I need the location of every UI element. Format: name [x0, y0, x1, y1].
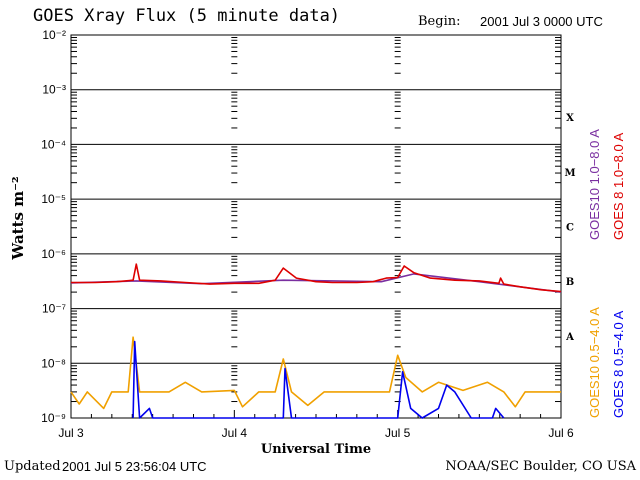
- begin-value: 2001 Jul 3 0000 UTC: [480, 14, 603, 29]
- updated-timestamp: 2001 Jul 5 23:56:04 UTC: [62, 459, 207, 474]
- plot-frame: [70, 34, 562, 419]
- x-tick-label: Jul 6: [548, 426, 574, 440]
- data-series: [70, 263, 562, 419]
- y-tick-label: 10⁻⁸: [41, 356, 66, 370]
- legend-goes10-long: GOES10 1.0−8.0 A: [587, 129, 602, 240]
- y-tick-label: 10⁻²: [42, 28, 66, 42]
- series-line: [70, 336, 561, 410]
- y-tick-label: 10⁻³: [42, 83, 66, 97]
- flare-class-label: B: [566, 277, 574, 288]
- y-tick-label: 10⁻⁶: [41, 247, 66, 261]
- x-tick-label: Jul 5: [385, 426, 411, 440]
- series-line: [71, 263, 562, 293]
- flare-class-label: A: [565, 332, 574, 343]
- chart-title: GOES Xray Flux (5 minute data): [33, 6, 341, 26]
- x-tick-labels: Jul 3 Jul 4 Jul 5 Jul 6: [58, 426, 574, 440]
- x-axis-label: Universal Time: [261, 442, 371, 457]
- y-tick-label: 10⁻⁷: [42, 302, 66, 316]
- flare-class-label: M: [564, 168, 575, 179]
- y-tick-label: 10⁻⁹: [41, 411, 66, 425]
- x-tick-label: Jul 3: [58, 426, 84, 440]
- y-tick-label: 10⁻⁵: [41, 192, 66, 206]
- legend-goes8-short: GOES 8 0.5−4.0 A: [611, 310, 626, 418]
- y-tick-labels: 10⁻² 10⁻³ 10⁻⁴ 10⁻⁵ 10⁻⁶ 10⁻⁷ 10⁻⁸ 10⁻⁹: [41, 28, 66, 425]
- flare-class-label: C: [566, 223, 574, 234]
- begin-label: Begin:: [418, 14, 461, 29]
- updated-label: Updated: [4, 459, 61, 474]
- y-tick-label: 10⁻⁴: [41, 137, 66, 151]
- legend-goes8-long: GOES 8 1.0−8.0 A: [611, 132, 626, 240]
- x-tick-label: Jul 4: [222, 426, 248, 440]
- flare-class-label: X: [566, 113, 574, 124]
- plot-grid: [70, 34, 562, 419]
- y-axis-label: Watts m⁻²: [9, 176, 27, 260]
- credit-text: NOAA/SEC Boulder, CO USA: [445, 459, 636, 474]
- flare-class-labels: X M C B A: [564, 113, 575, 343]
- legend-goes10-short: GOES10 0.5−4.0 A: [587, 307, 602, 418]
- series-line: [70, 273, 562, 293]
- series-line: [132, 340, 505, 419]
